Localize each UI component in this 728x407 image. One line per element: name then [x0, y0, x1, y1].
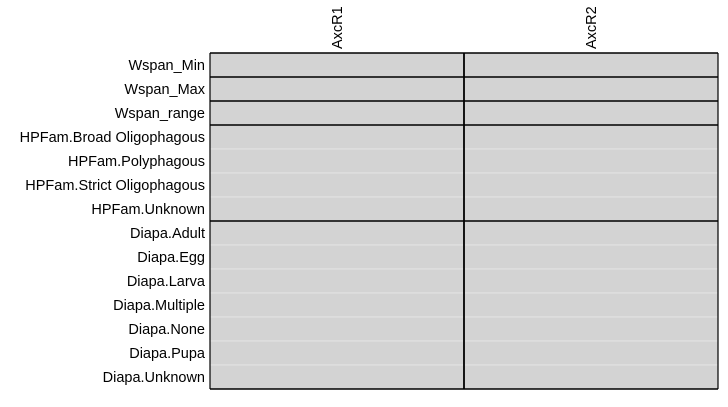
- row-label: Wspan_range: [115, 106, 205, 122]
- row-label: Wspan_Max: [124, 82, 205, 98]
- row-label: Diapa.Adult: [130, 226, 205, 242]
- row-label: Diapa.Egg: [137, 250, 205, 266]
- heatmap-cell-2-1: [209, 76, 465, 102]
- heatmap-cell-1-1: [209, 52, 465, 78]
- row-label: Wspan_Min: [128, 58, 205, 74]
- row-label: Diapa.Larva: [127, 274, 206, 290]
- heatmap-cell-9-2: [463, 244, 719, 270]
- column-labels: AxcR1 AxcR2: [330, 6, 600, 49]
- heatmap-cell-11-2: [463, 292, 719, 318]
- row-label: HPFam.Strict Oligophagous: [25, 178, 205, 194]
- heatmap-cell-10-1: [209, 268, 465, 294]
- heatmap-cells: [209, 52, 719, 390]
- heatmap-cell-14-1: [209, 364, 465, 390]
- row-labels: Wspan_Min Wspan_Max Wspan_range HPFam.Broad…: [20, 58, 206, 386]
- group-separator-lines: [209, 52, 719, 390]
- heatmap-cell-9-1: [209, 244, 465, 270]
- heatmap-cell-13-1: [209, 340, 465, 366]
- heatmap-cell-11-1: [209, 292, 465, 318]
- heatmap-cell-8-2: [463, 220, 719, 246]
- column-label: AxcR1: [330, 6, 346, 49]
- heatmap-cell-14-2: [463, 364, 719, 390]
- heatmap-cell-7-1: [209, 196, 465, 222]
- heatmap-cell-12-2: [463, 316, 719, 342]
- row-label: Diapa.Unknown: [103, 370, 205, 386]
- row-label: HPFam.Polyphagous: [68, 154, 205, 170]
- row-label: Diapa.Pupa: [129, 346, 206, 362]
- row-label: HPFam.Broad Oligophagous: [20, 130, 205, 146]
- heatmap-cell-10-2: [463, 268, 719, 294]
- heatmap-cell-3-1: [209, 100, 465, 126]
- heatmap-cell-5-1: [209, 148, 465, 174]
- heatmap-cell-6-1: [209, 172, 465, 198]
- heatmap-cell-13-2: [463, 340, 719, 366]
- heatmap-cell-4-2: [463, 124, 719, 150]
- heatmap-cell-12-1: [209, 316, 465, 342]
- row-label: HPFam.Unknown: [91, 202, 205, 218]
- heatmap-cell-2-2: [463, 76, 719, 102]
- heatmap-cell-3-2: [463, 100, 719, 126]
- heatmap-cell-8-1: [209, 220, 465, 246]
- heatmap-cell-4-1: [209, 124, 465, 150]
- heatmap-cell-7-2: [463, 196, 719, 222]
- heatmap-cell-6-2: [463, 172, 719, 198]
- row-label: Diapa.Multiple: [113, 298, 205, 314]
- row-label: Diapa.None: [128, 322, 205, 338]
- heatmap-cell-5-2: [463, 148, 719, 174]
- heatmap-cell-1-2: [463, 52, 719, 78]
- column-label: AxcR2: [584, 6, 600, 49]
